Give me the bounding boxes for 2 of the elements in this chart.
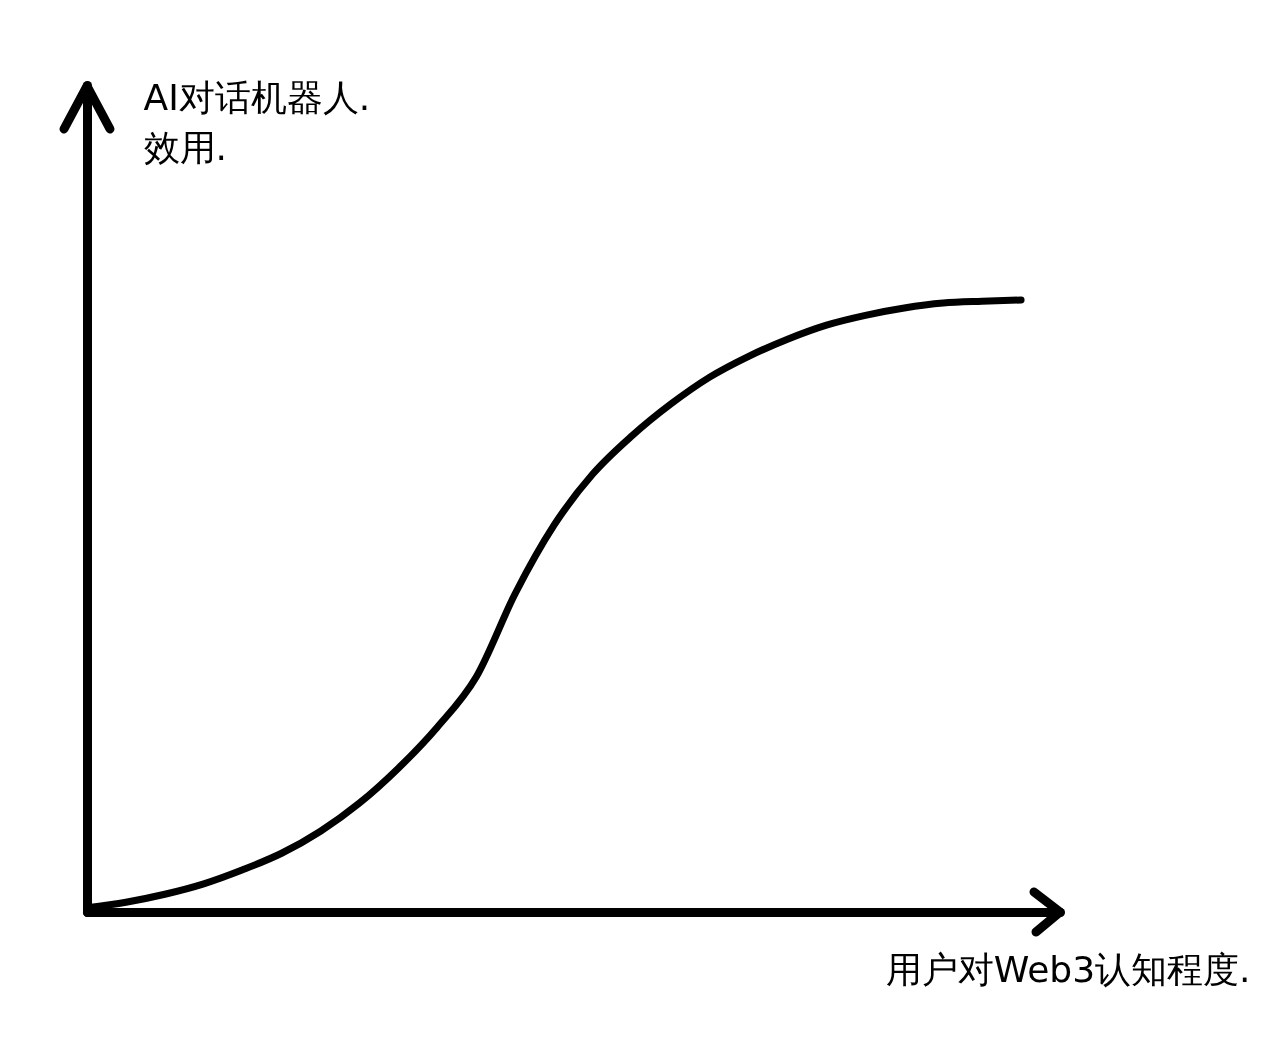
- y-axis-title: AI对话机器人. 效用.: [143, 76, 371, 168]
- x-axis-title: 用户对Web3认知程度.: [885, 948, 1251, 990]
